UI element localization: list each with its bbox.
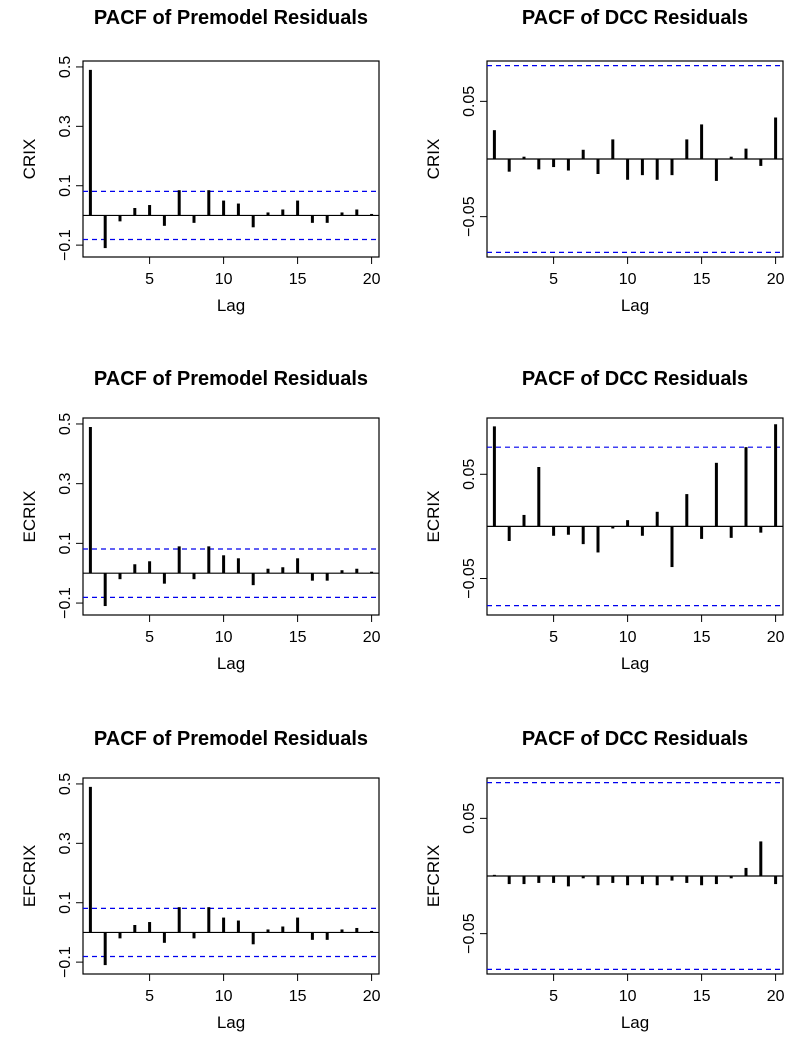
y-tick-label: 0.05: [461, 803, 478, 834]
x-tick-label: 20: [363, 629, 381, 646]
pacf-panel-6: PACF of DCC Residuals 5 10 15 20 −0.05 0.05 Lag…: [424, 728, 785, 1032]
x-tick-label: 15: [289, 988, 307, 1005]
y-tick-label: −0.05: [461, 196, 478, 237]
x-tick-label: 5: [549, 988, 558, 1005]
x-tick-label: 15: [289, 629, 307, 646]
y-tick-label: 0.05: [461, 459, 478, 490]
y-axis-label: ECRIX: [424, 491, 443, 543]
x-tick-label: 20: [767, 988, 785, 1005]
panel-title: PACF of DCC Residuals: [522, 368, 748, 390]
x-tick-label: 5: [145, 988, 154, 1005]
y-tick-label: 0.5: [57, 56, 74, 78]
plot-frame: [82, 417, 380, 616]
x-tick-label: 5: [549, 629, 558, 646]
x-axis-label: Lag: [621, 654, 649, 673]
pacf-panel-4: PACF of DCC Residuals 5 10 15 20 −0.05 0.05 Lag…: [424, 368, 785, 673]
y-tick-label: 0.3: [57, 472, 74, 494]
plot-frame: [486, 417, 784, 616]
x-axis-label: Lag: [621, 296, 649, 315]
x-axis-label: Lag: [217, 296, 245, 315]
y-tick-label: 0.1: [57, 175, 74, 197]
panel-title: PACF of Premodel Residuals: [94, 728, 368, 750]
y-axis-label: EFCRIX: [20, 845, 39, 907]
pacf-panel-5: PACF of Premodel Residuals 5 10 15 20 −0.1 0.1…: [20, 728, 381, 1032]
x-tick-label: 20: [363, 271, 381, 288]
panel-title: PACF of Premodel Residuals: [94, 368, 368, 390]
pacf-panel-3: PACF of Premodel Residuals 5 10 15 20 −0.1 0.1…: [20, 368, 381, 673]
x-tick-label: 15: [693, 988, 711, 1005]
x-tick-label: 10: [215, 629, 233, 646]
x-tick-label: 15: [693, 271, 711, 288]
pacf-panel-2: PACF of DCC Residuals 5 10 15 20 −0.05 0.05 Lag…: [424, 7, 785, 315]
x-tick-label: 5: [145, 629, 154, 646]
panel-title: PACF of Premodel Residuals: [94, 7, 368, 29]
panel-title: PACF of DCC Residuals: [522, 728, 748, 750]
x-tick-label: 10: [215, 271, 233, 288]
x-axis-label: Lag: [621, 1013, 649, 1032]
x-tick-label: 10: [619, 988, 637, 1005]
y-tick-label: −0.1: [57, 229, 74, 261]
y-tick-label: 0.5: [57, 413, 74, 435]
x-tick-label: 15: [693, 629, 711, 646]
y-tick-label: 0.1: [57, 532, 74, 554]
y-axis-label: EFCRIX: [424, 845, 443, 907]
x-axis-label: Lag: [217, 1013, 245, 1032]
plot-frame: [82, 777, 380, 975]
y-tick-label: 0.3: [57, 832, 74, 854]
y-tick-label: −0.05: [461, 913, 478, 954]
y-tick-label: 0.05: [461, 86, 478, 117]
y-tick-label: 0.5: [57, 773, 74, 795]
y-tick-label: −0.05: [461, 558, 478, 599]
y-tick-label: 0.3: [57, 115, 74, 137]
x-tick-label: 20: [767, 629, 785, 646]
x-axis-label: Lag: [217, 654, 245, 673]
x-tick-label: 20: [767, 271, 785, 288]
x-tick-label: 10: [619, 629, 637, 646]
x-tick-label: 5: [145, 271, 154, 288]
y-tick-label: 0.1: [57, 892, 74, 914]
x-tick-label: 10: [215, 988, 233, 1005]
y-axis-label: CRIX: [20, 139, 39, 180]
pacf-panel-1: PACF of Premodel Residuals 5 10 15 20 −0.1 0.1…: [20, 7, 381, 315]
y-axis-label: ECRIX: [20, 491, 39, 543]
plot-frame: [82, 60, 380, 258]
y-tick-label: −0.1: [57, 946, 74, 978]
y-tick-label: −0.1: [57, 587, 74, 619]
y-axis-label: CRIX: [424, 139, 443, 180]
x-tick-label: 15: [289, 271, 307, 288]
x-tick-label: 5: [549, 271, 558, 288]
x-tick-label: 10: [619, 271, 637, 288]
x-tick-label: 20: [363, 988, 381, 1005]
panel-title: PACF of DCC Residuals: [522, 7, 748, 29]
